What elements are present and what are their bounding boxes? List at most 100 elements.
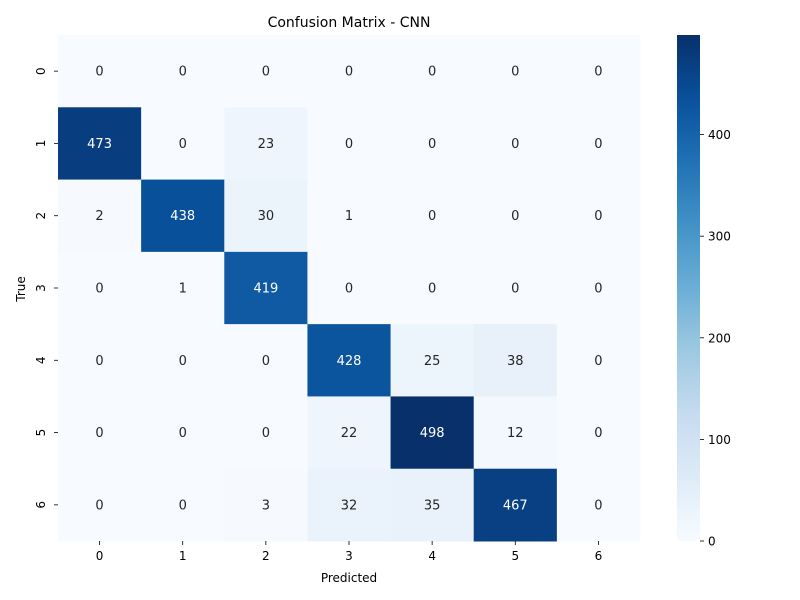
x-axis-ticks: 0 1 2 3 4 5 6 xyxy=(96,541,602,563)
colorbar-tick-label: 300 xyxy=(708,230,731,244)
cell-value: 2 xyxy=(95,209,103,224)
cell-value: 0 xyxy=(428,137,436,152)
heatmap-cell xyxy=(390,468,475,542)
cell-value: 0 xyxy=(511,137,519,152)
heatmap-cell xyxy=(473,251,558,325)
cell-value: 0 xyxy=(262,354,270,369)
cell-value: 0 xyxy=(511,282,519,297)
heatmap-cell xyxy=(224,396,308,470)
heatmap-cell xyxy=(307,324,392,397)
cell-value: 32 xyxy=(341,498,358,513)
cell-value: 0 xyxy=(179,498,187,513)
cell-value: 0 xyxy=(95,498,103,513)
cell-value: 473 xyxy=(87,137,112,152)
cell-value: 0 xyxy=(594,354,602,369)
colorbar-ticks: 0 100 200 300 400 xyxy=(700,128,731,549)
cell-value: 0 xyxy=(511,209,519,224)
y-tick-label: 3 xyxy=(34,284,48,292)
heatmap-cell xyxy=(390,396,475,470)
colorbar-tick-label: 200 xyxy=(708,331,731,345)
heatmap-cell xyxy=(141,251,225,325)
y-axis-label: True xyxy=(14,276,28,303)
heatmap-cell xyxy=(556,324,641,397)
cell-value: 0 xyxy=(179,354,187,369)
x-tick-label: 4 xyxy=(428,549,436,563)
y-axis-ticks: 0 1 2 3 4 5 6 xyxy=(34,67,58,509)
cell-value: 0 xyxy=(179,137,187,152)
heatmap-cell xyxy=(556,179,641,253)
heatmap-cell xyxy=(224,107,308,181)
x-tick-label: 1 xyxy=(179,549,187,563)
cell-value: 0 xyxy=(179,65,187,80)
cell-value: 0 xyxy=(95,65,103,80)
heatmap-cell xyxy=(307,107,392,181)
heatmap-cell xyxy=(141,179,225,253)
cell-value: 1 xyxy=(179,282,187,297)
heatmap-cell xyxy=(307,179,392,253)
cell-value: 0 xyxy=(345,137,353,152)
cell-value: 12 xyxy=(507,426,524,441)
heatmap-cell xyxy=(556,251,641,325)
heatmap-cell xyxy=(141,468,225,542)
heatmap-cell xyxy=(473,107,558,181)
cell-value: 30 xyxy=(258,209,275,224)
heatmap-cell xyxy=(141,324,225,397)
cell-value: 0 xyxy=(428,282,436,297)
heatmap-cell xyxy=(224,468,308,542)
x-tick-label: 6 xyxy=(595,549,603,563)
cell-value: 3 xyxy=(262,498,270,513)
heatmap-cell xyxy=(556,107,641,181)
cell-value: 0 xyxy=(511,65,519,80)
heatmap-cells xyxy=(58,35,641,542)
y-tick-label: 4 xyxy=(34,356,48,364)
cell-value: 25 xyxy=(424,354,441,369)
heatmap-cell xyxy=(473,179,558,253)
x-axis-label: Predicted xyxy=(321,571,377,585)
heatmap-cell xyxy=(390,35,475,108)
heatmap-cell xyxy=(473,468,558,542)
cell-value: 0 xyxy=(594,209,602,224)
heatmap-cell xyxy=(224,35,308,108)
heatmap-cell xyxy=(473,396,558,470)
heatmap-cell xyxy=(141,35,225,108)
cell-value: 0 xyxy=(594,282,602,297)
cell-value: 498 xyxy=(420,426,445,441)
cell-value: 438 xyxy=(170,209,195,224)
chart-title: Confusion Matrix - CNN xyxy=(268,15,431,31)
heatmap-cell xyxy=(307,468,392,542)
x-tick-label: 3 xyxy=(345,549,353,563)
cell-value: 1 xyxy=(345,209,353,224)
cell-value: 0 xyxy=(428,65,436,80)
cell-value: 419 xyxy=(253,282,278,297)
y-tick-label: 0 xyxy=(34,67,48,75)
heatmap-cell xyxy=(307,251,392,325)
heatmap-cell xyxy=(307,35,392,108)
y-tick-label: 5 xyxy=(34,429,48,437)
heatmap-cell xyxy=(224,324,308,397)
heatmap-cell xyxy=(390,324,475,397)
heatmap-cell xyxy=(58,324,142,397)
colorbar-tick-label: 0 xyxy=(708,535,716,549)
colorbar-tick-label: 100 xyxy=(708,433,731,447)
cell-value: 22 xyxy=(341,426,358,441)
cell-value: 0 xyxy=(345,65,353,80)
cell-value: 0 xyxy=(95,426,103,441)
heatmap-cell xyxy=(473,35,558,108)
heatmap-cell xyxy=(58,179,142,253)
cell-value: 0 xyxy=(594,65,602,80)
heatmap-cell xyxy=(390,107,475,181)
cell-value: 0 xyxy=(262,426,270,441)
cell-value: 0 xyxy=(594,498,602,513)
heatmap-cell xyxy=(390,251,475,325)
cell-value: 0 xyxy=(95,354,103,369)
x-tick-label: 2 xyxy=(262,549,270,563)
cell-value: 0 xyxy=(95,282,103,297)
cell-value: 0 xyxy=(594,137,602,152)
x-tick-label: 5 xyxy=(511,549,519,563)
y-tick-label: 6 xyxy=(34,501,48,509)
colorbar-tick-label: 400 xyxy=(708,128,731,142)
heatmap-cell xyxy=(307,396,392,470)
heatmap-cell xyxy=(58,107,142,181)
cell-value: 428 xyxy=(337,354,362,369)
